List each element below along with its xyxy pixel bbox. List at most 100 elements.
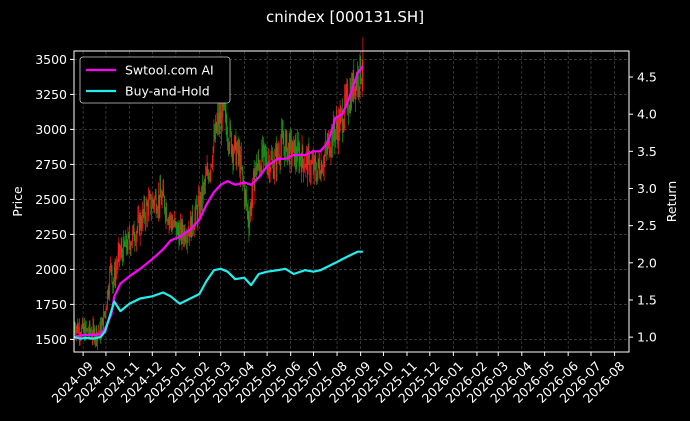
price-bar — [75, 330, 76, 335]
price-bar — [171, 222, 173, 229]
price-bar — [250, 205, 252, 211]
price-bar — [280, 146, 282, 162]
price-bar — [342, 110, 343, 132]
price-bar — [91, 336, 93, 338]
price-bar — [173, 224, 174, 226]
price-bar — [313, 160, 314, 172]
price-bar — [339, 113, 341, 132]
price-bar — [240, 155, 241, 174]
price-bar — [239, 149, 241, 174]
return-series — [73, 65, 364, 340]
price-bar — [303, 159, 304, 171]
price-bar — [190, 218, 191, 237]
price-bar — [185, 240, 187, 241]
price-bar — [297, 142, 299, 149]
price-bar — [89, 323, 91, 333]
price-bar — [81, 326, 82, 336]
price-bar — [161, 196, 163, 205]
price-bar — [289, 135, 291, 163]
price-bar — [94, 337, 96, 342]
price-bar — [183, 234, 184, 240]
price-bar — [145, 217, 146, 221]
price-bar — [99, 324, 101, 333]
price-bar — [314, 157, 316, 163]
price-bar — [327, 141, 329, 150]
price-bar — [278, 153, 279, 156]
price-bar — [269, 160, 270, 176]
price-bar — [132, 230, 133, 242]
price-bar — [115, 269, 117, 282]
price-bar — [139, 217, 141, 235]
price-bar — [174, 219, 176, 222]
price-bar — [245, 190, 247, 197]
price-bar — [241, 167, 243, 170]
price-bar — [155, 195, 156, 199]
price-bar — [311, 162, 313, 164]
price-bar — [82, 321, 84, 331]
price-bar — [248, 220, 250, 231]
price-bar — [317, 159, 319, 171]
price-bar — [196, 209, 198, 222]
price-bar — [75, 328, 77, 335]
price-bar — [203, 182, 205, 185]
price-bar — [216, 122, 218, 132]
price-bar — [209, 173, 211, 175]
price-bar — [324, 152, 326, 157]
y-tick-label-right: 4.0 — [637, 107, 657, 122]
price-bar — [198, 196, 199, 204]
price-bar — [136, 228, 138, 234]
price-bar — [163, 187, 165, 197]
price-bar — [282, 130, 283, 135]
legend-box — [79, 56, 231, 104]
price-bar — [316, 170, 318, 182]
price-bar — [329, 153, 331, 156]
price-bar — [110, 263, 112, 266]
price-bar — [166, 206, 168, 221]
price-bar — [345, 94, 346, 100]
price-bar — [206, 168, 208, 175]
price-bar — [200, 195, 202, 207]
price-bar — [274, 155, 276, 172]
price-bar — [88, 332, 89, 334]
price-bar — [356, 78, 358, 87]
price-bar — [341, 110, 342, 112]
price-bar — [209, 174, 210, 181]
price-bar — [313, 157, 315, 172]
price-bar — [204, 182, 206, 184]
price-bar — [123, 238, 125, 245]
price-bar — [218, 113, 219, 126]
price-bar — [282, 134, 284, 145]
price-bar — [197, 203, 199, 222]
price-bar — [212, 147, 214, 164]
price-bar — [207, 168, 209, 175]
price-bar — [116, 266, 117, 270]
price-bar — [342, 128, 344, 132]
price-bar — [252, 178, 253, 197]
price-bar — [90, 332, 92, 334]
price-bar — [242, 169, 244, 180]
price-bar — [279, 160, 281, 162]
price-bar — [307, 150, 309, 175]
price-bar — [292, 141, 294, 154]
price-bar — [358, 87, 360, 89]
price-bar — [131, 241, 133, 245]
y-tick-label-right: 1.0 — [637, 330, 657, 345]
price-bar — [230, 125, 231, 133]
price-bar — [186, 240, 187, 242]
price-bar — [237, 142, 239, 156]
price-bar — [157, 210, 158, 213]
price-bar — [184, 229, 186, 241]
price-bar — [329, 137, 330, 156]
price-bar — [238, 149, 240, 156]
price-bar — [294, 139, 295, 165]
price-bar — [228, 140, 229, 148]
price-bar — [182, 223, 184, 235]
price-bar — [160, 186, 161, 198]
price-bar — [175, 221, 177, 223]
price-bar — [138, 214, 139, 218]
y-tick-label-right: 3.0 — [637, 181, 657, 196]
price-bar — [228, 146, 230, 148]
price-bar — [305, 156, 307, 167]
price-bar — [77, 324, 79, 333]
